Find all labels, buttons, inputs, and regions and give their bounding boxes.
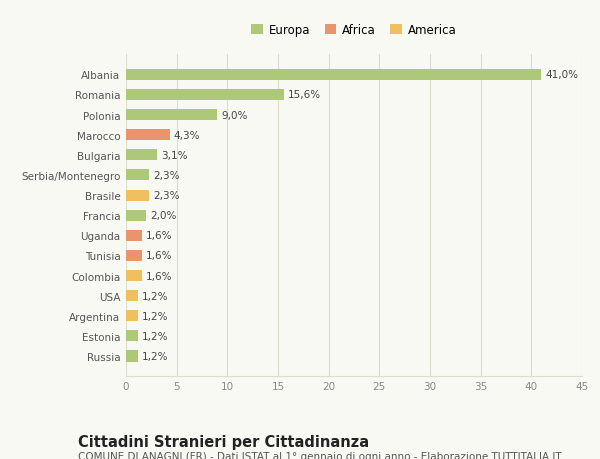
- Text: 9,0%: 9,0%: [221, 110, 248, 120]
- Text: Cittadini Stranieri per Cittadinanza: Cittadini Stranieri per Cittadinanza: [78, 434, 369, 449]
- Bar: [126, 230, 142, 241]
- Bar: [126, 70, 541, 81]
- Text: 3,1%: 3,1%: [161, 151, 188, 161]
- Bar: [126, 311, 138, 322]
- Bar: [126, 190, 149, 201]
- Text: 1,2%: 1,2%: [142, 291, 169, 301]
- Bar: [126, 210, 146, 221]
- Bar: [126, 150, 157, 161]
- Text: 2,0%: 2,0%: [151, 211, 176, 221]
- Text: 2,3%: 2,3%: [154, 190, 180, 201]
- Text: 1,2%: 1,2%: [142, 331, 169, 341]
- Legend: Europa, Africa, America: Europa, Africa, America: [247, 19, 461, 42]
- Text: 15,6%: 15,6%: [288, 90, 321, 100]
- Text: 1,2%: 1,2%: [142, 351, 169, 361]
- Bar: [126, 110, 217, 121]
- Text: 1,6%: 1,6%: [146, 251, 173, 261]
- Bar: [126, 270, 142, 281]
- Text: COMUNE DI ANAGNI (FR) - Dati ISTAT al 1° gennaio di ogni anno - Elaborazione TUT: COMUNE DI ANAGNI (FR) - Dati ISTAT al 1°…: [78, 451, 562, 459]
- Text: 1,2%: 1,2%: [142, 311, 169, 321]
- Bar: [126, 291, 138, 302]
- Bar: [126, 170, 149, 181]
- Bar: [126, 330, 138, 341]
- Text: 1,6%: 1,6%: [146, 271, 173, 281]
- Bar: [126, 351, 138, 362]
- Text: 41,0%: 41,0%: [545, 70, 578, 80]
- Bar: [126, 130, 170, 141]
- Bar: [126, 90, 284, 101]
- Text: 2,3%: 2,3%: [154, 171, 180, 180]
- Bar: [126, 250, 142, 262]
- Text: 4,3%: 4,3%: [173, 130, 200, 140]
- Text: 1,6%: 1,6%: [146, 231, 173, 241]
